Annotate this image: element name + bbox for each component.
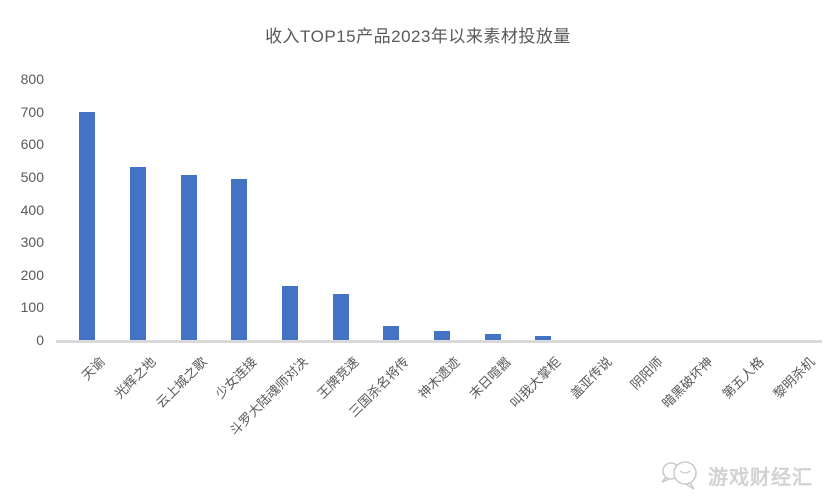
y-axis-tick-label: 0 [36, 332, 44, 348]
bar [333, 294, 349, 340]
bar [79, 112, 95, 340]
x-axis-label: 黎明杀机 [770, 354, 818, 402]
x-axis-baseline [56, 340, 822, 343]
bar [434, 331, 450, 340]
watermark-label: 游戏财经汇 [708, 466, 813, 489]
x-axis-label: 暗黑破坏神 [659, 354, 716, 411]
y-axis-tick-label: 700 [20, 103, 44, 120]
chart-title: 收入TOP15产品2023年以来素材投放量 [265, 27, 571, 46]
y-axis-tick-label: 200 [20, 266, 44, 283]
bar [231, 179, 247, 340]
x-axis-label: 第五人格 [719, 354, 767, 402]
y-axis-tick-label: 600 [20, 136, 44, 153]
x-axis-label: 天谕 [78, 354, 108, 384]
x-axis-label: 盖亚传说 [567, 354, 615, 402]
x-axis-label: 叫我大掌柜 [507, 354, 564, 411]
bar [383, 326, 399, 340]
bar [130, 167, 146, 340]
y-axis-tick-label: 500 [20, 168, 44, 185]
bar [535, 336, 551, 340]
x-axis-label: 光辉之地 [111, 354, 159, 402]
chat-bubbles-icon [661, 461, 697, 490]
x-axis-label: 少女连接 [212, 354, 260, 402]
y-axis-tick-label: 300 [20, 234, 44, 251]
y-axis-tick-label: 800 [20, 71, 44, 87]
y-axis-tick-label: 400 [20, 201, 44, 218]
bar [282, 286, 298, 340]
watermark: 游戏财经汇 [660, 455, 836, 495]
x-axis-label: 云上城之歌 [153, 354, 210, 411]
y-axis-tick-label: 100 [20, 299, 44, 316]
x-axis-label: 阴阳师 [627, 354, 666, 393]
bar [181, 175, 197, 340]
x-axis-label: 神木遗迹 [415, 354, 463, 402]
bar [485, 334, 501, 340]
